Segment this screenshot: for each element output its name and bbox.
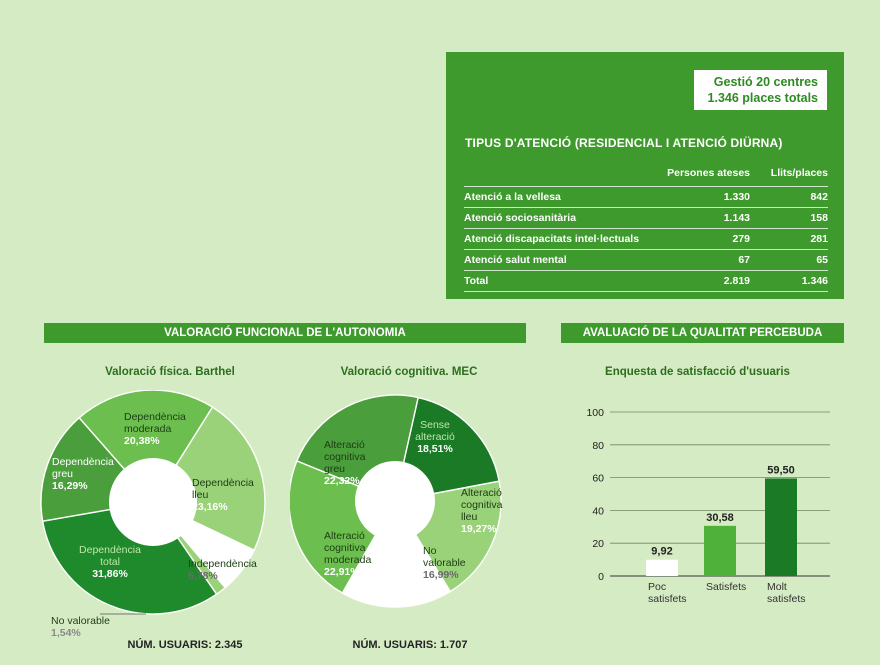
table-cell: 842 bbox=[750, 186, 828, 208]
donut-slice-dependencia-total bbox=[41, 501, 218, 615]
slice-label-dependencia-total: Dependència total bbox=[79, 544, 141, 568]
table-cell: Atenció sociosanitària bbox=[464, 207, 654, 229]
care-types-panel: Gestió 20 centres 1.346 places totals TI… bbox=[446, 52, 844, 299]
slice-value-dependencia-total: 31,86% bbox=[92, 568, 128, 580]
table-cell: 67 bbox=[654, 249, 750, 271]
table-cell: 2.819 bbox=[654, 270, 750, 292]
summary-box: Gestió 20 centres 1.346 places totals bbox=[694, 70, 827, 110]
slice-value-dependencia-moderada: 20,38% bbox=[124, 435, 160, 447]
slice-label-alteracio-cognitiva-greu: Alteració cognitiva greu bbox=[324, 439, 366, 475]
slice-label-dependencia-greu: Dependència greu bbox=[52, 456, 114, 480]
table-header: Llits/places bbox=[770, 167, 828, 179]
satisfaction-bar-chart: 0 20 40 60 80 100 9,92 Poc satisfets 30,58 Satisfe… bbox=[586, 407, 830, 605]
table-cell: 1.330 bbox=[654, 186, 750, 208]
y-tick-label: 60 bbox=[592, 473, 604, 485]
table-row: Atenció a la vellesa 1.330 842 bbox=[464, 186, 828, 208]
slice-label-no-valorable: No valorable bbox=[423, 545, 466, 569]
slice-value-alteracio-cognitiva-lleu: 19,27% bbox=[461, 523, 497, 535]
table-row: Atenció sociosanitària 1.143 158 bbox=[464, 207, 828, 229]
slice-value-dependencia-greu: 16,29% bbox=[52, 480, 88, 492]
table-cell: Total bbox=[464, 270, 654, 292]
summary-line1: Gestió 20 centres bbox=[713, 75, 818, 89]
table-cell: Atenció salut mental bbox=[464, 249, 654, 271]
bar-value-label: 59,50 bbox=[767, 464, 795, 476]
y-tick-label: 40 bbox=[592, 505, 604, 517]
table-row: Atenció salut mental 67 65 bbox=[464, 249, 828, 271]
table-row: Atenció discapacitats intel·lectuals 279… bbox=[464, 228, 828, 250]
slice-value-independencia: 6,78% bbox=[188, 570, 218, 582]
care-types-title: TIPUS D'ATENCIÓ (RESIDENCIAL I ATENCIÓ D… bbox=[465, 136, 783, 150]
table-cell: 1.346 bbox=[750, 270, 828, 292]
table-header bbox=[464, 164, 654, 187]
bar-molt-satisfets bbox=[765, 478, 797, 576]
slice-value-dependencia-lleu: 23,16% bbox=[192, 501, 228, 513]
quality-section-bar: AVALUACIÓ DE LA QUALITAT PERCEBUDA bbox=[561, 323, 844, 343]
table-cell: 1.143 bbox=[654, 207, 750, 229]
x-tick-label: Molt satisfets bbox=[767, 581, 806, 605]
slice-label-no-valorable: No valorable bbox=[51, 615, 110, 627]
table-header-row: Persones ateses Llits/places bbox=[464, 164, 828, 187]
table-cell: 65 bbox=[750, 249, 828, 271]
barthel-chart-title: Valoració física. Barthel bbox=[105, 366, 235, 378]
bar-satisfets bbox=[704, 525, 736, 576]
slice-label-alteracio-cognitiva-moderada: Alteració cognitiva moderada bbox=[324, 530, 371, 566]
slice-value-no-valorable: 16,99% bbox=[423, 569, 459, 581]
y-tick-label: 100 bbox=[586, 407, 604, 419]
slice-label-alteracio-cognitiva-lleu: Alteració cognitiva lleu bbox=[461, 487, 503, 523]
y-tick-label: 0 bbox=[598, 571, 604, 583]
satisfaction-chart-title: Enquesta de satisfacció d'usuaris bbox=[605, 366, 790, 378]
summary-line2: 1.346 places totals bbox=[707, 91, 818, 105]
slice-label-independencia: Independència bbox=[188, 558, 257, 570]
donut-slice-dependencia-moderada bbox=[78, 390, 214, 504]
slice-label-dependencia-moderada: Dependència moderada bbox=[124, 411, 186, 435]
table-cell: Atenció discapacitats intel·lectuals bbox=[464, 228, 654, 250]
y-tick-label: 20 bbox=[592, 538, 604, 550]
mec-chart-title: Valoració cognitiva. MEC bbox=[340, 366, 478, 378]
table-row-total: Total 2.819 1.346 bbox=[464, 270, 828, 292]
bar-value-label: 9,92 bbox=[651, 546, 672, 558]
donut-slice-no-valorable bbox=[341, 499, 452, 608]
slice-label-sense-alteracio: Sense alteració bbox=[415, 419, 455, 443]
slice-label-dependencia-lleu: Dependència lleu bbox=[192, 477, 254, 501]
donut-hole bbox=[355, 461, 435, 541]
slice-value-no-valorable: 1,54% bbox=[51, 627, 81, 639]
x-tick-label: Satisfets bbox=[706, 581, 746, 593]
table-cell: 279 bbox=[654, 228, 750, 250]
barthel-users-count: NÚM. USUARIS: 2.345 bbox=[127, 639, 243, 651]
bar-value-label: 30,58 bbox=[706, 512, 734, 524]
care-types-table: Persones ateses Llits/places Atenció a l… bbox=[464, 164, 828, 292]
donut-hole bbox=[109, 458, 197, 546]
slice-value-alteracio-cognitiva-greu: 22,32% bbox=[324, 475, 360, 487]
table-cell: 281 bbox=[750, 228, 828, 250]
mec-users-count: NÚM. USUARIS: 1.707 bbox=[352, 639, 468, 651]
table-header: Persones ateses bbox=[667, 167, 750, 179]
slice-value-alteracio-cognitiva-moderada: 22,91% bbox=[324, 566, 360, 578]
x-tick-label: Poc satisfets bbox=[648, 581, 687, 605]
table-cell: Atenció a la vellesa bbox=[464, 186, 654, 208]
bar-poc-satisfets bbox=[646, 559, 678, 576]
slice-value-sense-alteracio: 18,51% bbox=[417, 443, 453, 455]
y-tick-label: 80 bbox=[592, 440, 604, 452]
table-cell: 158 bbox=[750, 207, 828, 229]
functional-section-bar: VALORACIÓ FUNCIONAL DE L'AUTONOMIA bbox=[44, 323, 526, 343]
